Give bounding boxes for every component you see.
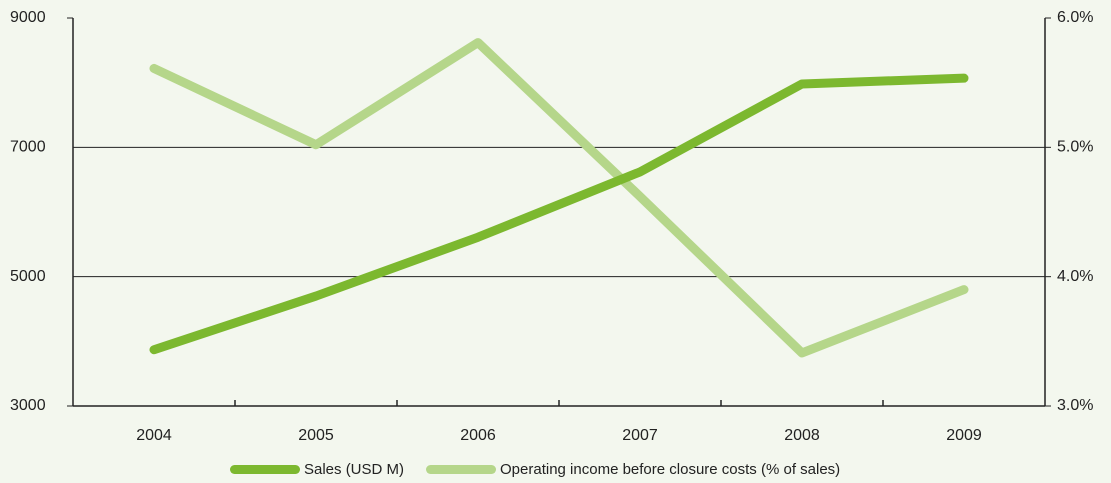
legend: Sales (USD M) Operating income before clo… [230,461,840,478]
x-tick-label: 2004 [136,427,172,444]
x-tick-label: 2006 [460,427,496,444]
legend-swatch [426,465,497,474]
y2-tick-label: 4.0% [1057,268,1093,285]
legend-label: Operating income before closure costs (%… [500,461,840,478]
x-tick-label: 2007 [622,427,658,444]
y-tick-label: 7000 [10,139,46,156]
y2-tick-label: 3.0% [1057,397,1093,414]
y-tick-label: 3000 [10,397,46,414]
y2-tick-label: 6.0% [1057,9,1093,26]
y-tick-label: 9000 [10,9,46,26]
legend-swatch [230,465,300,474]
legend-label: Sales (USD M) [304,461,404,478]
x-tick-label: 2005 [298,427,334,444]
x-tick-label: 2009 [946,427,982,444]
y2-tick-label: 5.0% [1057,139,1093,156]
series-line [149,38,969,358]
y-tick-label: 5000 [10,268,46,285]
series-line [149,73,969,355]
x-tick-label: 2008 [784,427,820,444]
